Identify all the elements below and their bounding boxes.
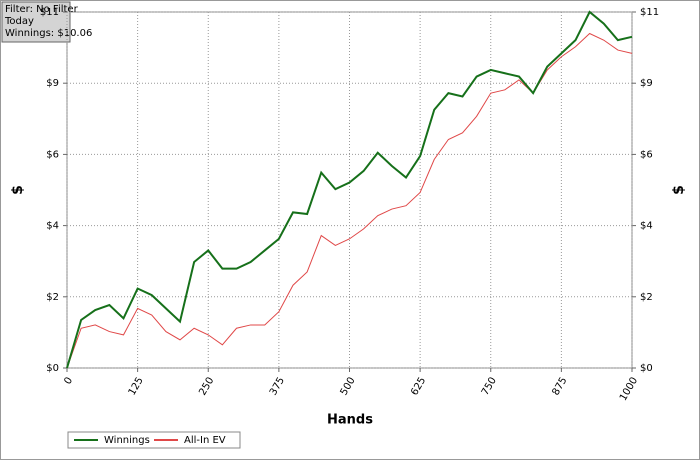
- y2-axis-title: $: [671, 185, 687, 195]
- y-axis-title: $: [10, 185, 26, 195]
- y2-tick-label: $11: [640, 7, 659, 18]
- info-text: Today: [4, 16, 34, 27]
- info-text: Winnings: $10.06: [5, 28, 92, 39]
- legend-label: Winnings: [104, 435, 150, 446]
- y2-tick-label: $2: [640, 292, 653, 303]
- info-text: Filter: No Filter: [5, 4, 79, 15]
- legend-label: All-In EV: [184, 435, 226, 446]
- y-tick-label: $0: [46, 363, 59, 374]
- y2-tick-label: $9: [640, 78, 653, 89]
- y-tick-label: $4: [46, 221, 59, 232]
- y-tick-label: $9: [46, 78, 59, 89]
- series-line: [66, 10, 633, 369]
- y2-tick-label: $6: [640, 149, 653, 160]
- y2-tick-label: $4: [640, 221, 653, 232]
- x-tick-label: 0: [62, 376, 75, 387]
- info-box: [1, 1, 71, 43]
- y-tick-label: $6: [46, 149, 59, 160]
- y2-tick-label: $0: [640, 363, 653, 374]
- x-axis-title: Hands: [327, 413, 373, 428]
- y-tick-label: $11: [40, 7, 59, 18]
- y-tick-label: $2: [46, 292, 59, 303]
